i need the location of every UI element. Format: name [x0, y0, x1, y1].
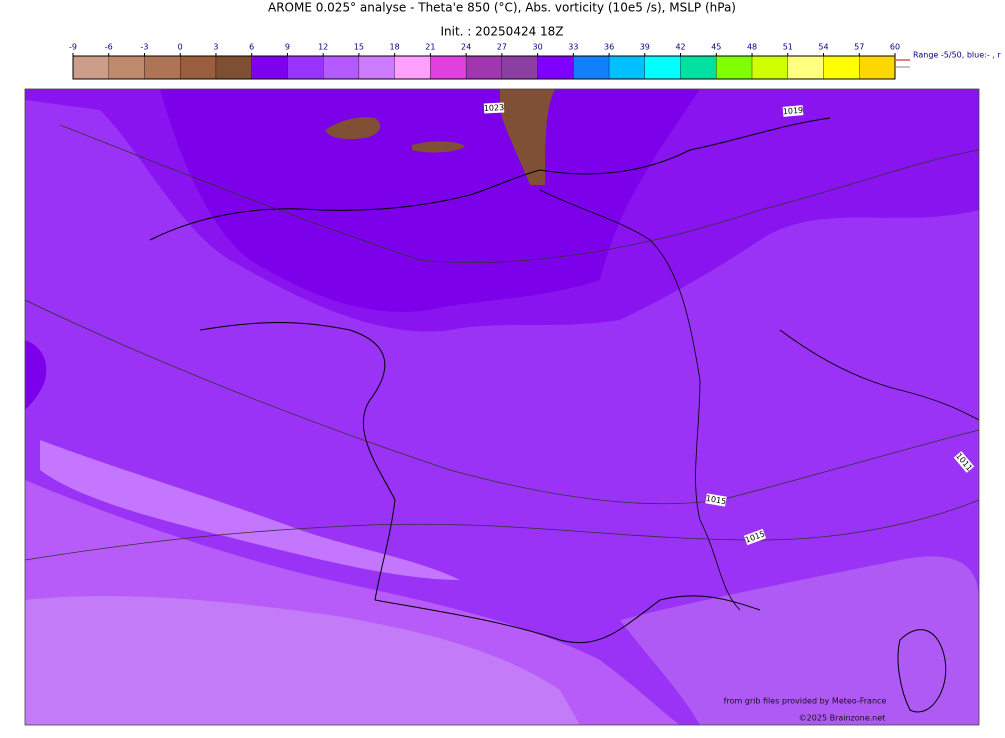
isobar-label-box	[705, 493, 727, 507]
colorbar-segment	[501, 55, 538, 80]
colorbar-segment	[323, 55, 360, 80]
colorbar-segment	[287, 55, 324, 80]
colorbar-tick-label: 27	[497, 43, 507, 52]
colorbar-segment	[644, 55, 681, 80]
isobar-label-box	[743, 528, 767, 546]
colorbar-tick-label: 42	[675, 43, 685, 52]
colorbar-segment	[108, 55, 145, 80]
range-note: Range -5/50, blue:- , r	[913, 51, 1001, 60]
colorbar-tick-label: -6	[105, 43, 113, 52]
colorbar-tick-label: -9	[69, 43, 77, 52]
colorbar-tick-label: 6	[249, 43, 254, 52]
colorbar-segment	[430, 55, 467, 80]
title: AROME 0.025° analyse - Theta'e 850 (°C),…	[268, 1, 736, 15]
isobar-label: 1019	[782, 105, 804, 117]
colorbar-tick-label: 39	[640, 43, 650, 52]
isobar-label-box	[953, 451, 975, 473]
subtitle: Init. : 20250424 18Z	[440, 25, 563, 39]
colorbar-segment	[573, 55, 610, 80]
colorbar-tick-label: -3	[140, 43, 148, 52]
colorbar-tick-label: 51	[783, 43, 793, 52]
colorbar-segment	[859, 55, 896, 80]
colorbar-tick-label: 33	[568, 43, 578, 52]
colorbar-tick-label: 36	[604, 43, 614, 52]
credit: ©2025 Brainzone.net	[799, 714, 886, 723]
colorbar-segment	[394, 55, 431, 80]
isobar-label-text: 1019	[782, 106, 803, 117]
colorbar-tick-label: 24	[461, 43, 471, 52]
colorbar-tick-label: 54	[818, 43, 828, 52]
colorbar-segment	[180, 55, 217, 80]
colorbar-tick-label: 21	[425, 43, 435, 52]
colorbar-segment	[787, 55, 824, 80]
isobar-label-text: 1023	[484, 103, 505, 113]
colorbar-tick-label: 30	[533, 43, 543, 52]
colorbar-frame	[72, 55, 896, 80]
colorbar-segment	[358, 55, 395, 80]
colorbar-segment	[72, 55, 109, 80]
colorbar-tick-label: 9	[285, 43, 290, 52]
isobar-label: 1015	[705, 493, 727, 507]
colorbar-segment	[680, 55, 717, 80]
isobar-label: 1023	[483, 102, 505, 114]
isobar-label-text: 1015	[705, 494, 727, 506]
isobar-label-box	[782, 105, 804, 117]
colorbar-tick-label: 18	[390, 43, 400, 52]
colorbar-segment	[608, 55, 645, 80]
colorbar-tick-label: 0	[178, 43, 183, 52]
colorbar-segment	[144, 55, 181, 80]
colorbar-segment	[751, 55, 788, 80]
colorbar-tick-label: 57	[854, 43, 864, 52]
colorbar-segment	[716, 55, 753, 80]
colorbar: -9 -6 -3 0 3 6 9 12 15 18 21 24 27 30 33 36 39 42 45 48 51 54…	[69, 43, 900, 80]
colorbar-segment	[823, 55, 860, 80]
colorbar-tick-label: 12	[318, 43, 328, 52]
colorbar-tick-label: 15	[354, 43, 364, 52]
colorbar-segment	[215, 55, 252, 80]
colorbar-tick-label: 60	[890, 43, 900, 52]
colorbar-segment	[465, 55, 503, 80]
credit: from grib files provided by Meteo-France	[724, 697, 887, 706]
colorbar-segment	[251, 55, 288, 80]
colorbar-segment	[537, 55, 574, 80]
colorbar-tick-label: 48	[747, 43, 757, 52]
colorbar-tick-label: 3	[213, 43, 218, 52]
colorbar-tick-label: 45	[711, 43, 721, 52]
isobar-label-box	[483, 102, 505, 114]
